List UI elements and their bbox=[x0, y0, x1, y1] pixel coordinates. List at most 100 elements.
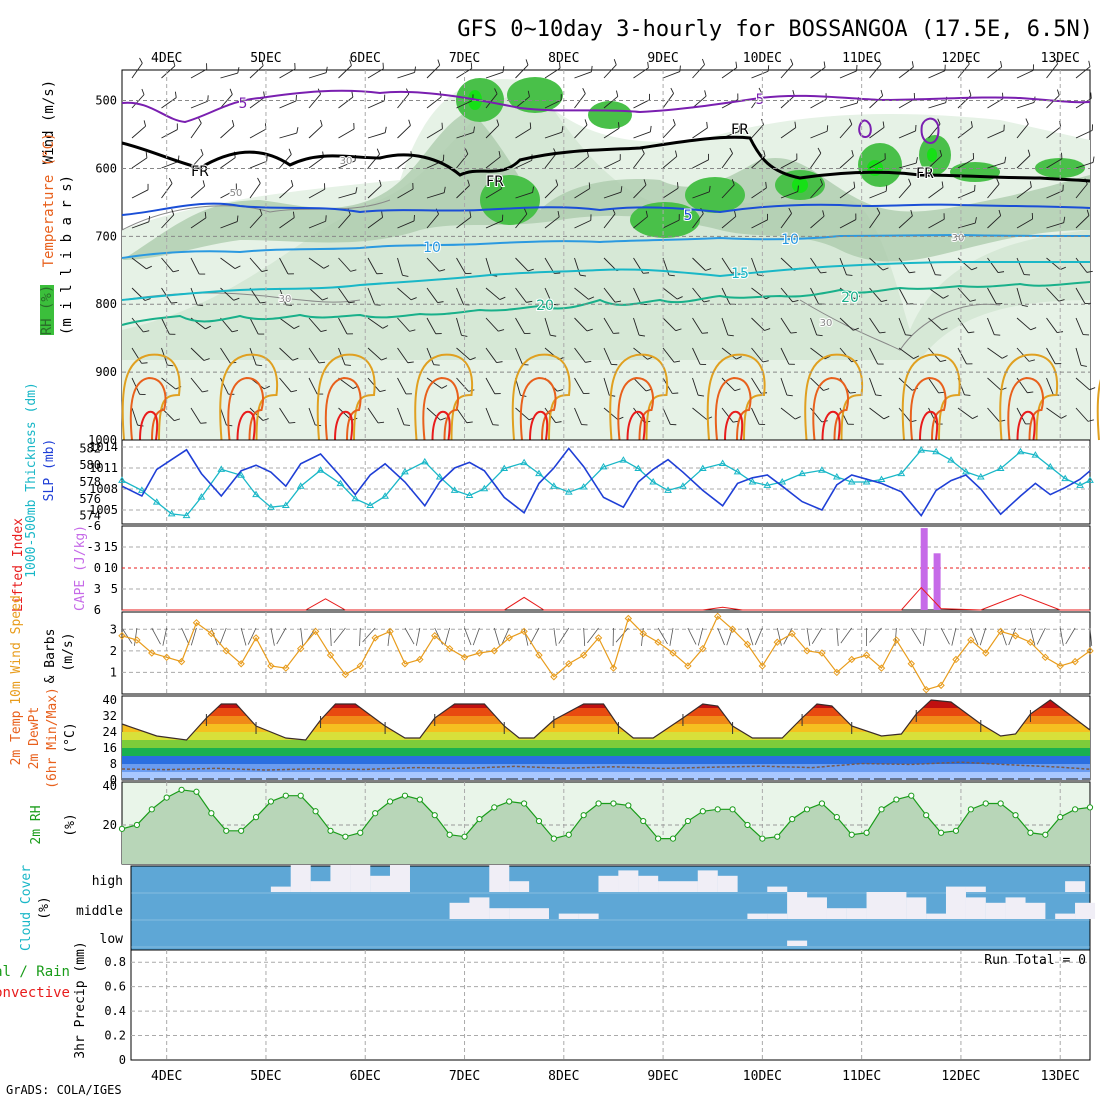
wind-barb-flag bbox=[381, 357, 388, 361]
temperature-contour bbox=[858, 119, 872, 138]
wind10m-axis-title-2: & Barbs bbox=[43, 629, 58, 684]
wind-barb-shaft bbox=[633, 216, 648, 229]
thickness-point bbox=[500, 464, 509, 472]
wind-speed-point bbox=[177, 657, 186, 666]
wind-barb-flag bbox=[905, 334, 912, 336]
wind-barb-flag bbox=[615, 90, 619, 97]
wind-barb-flag bbox=[139, 57, 143, 64]
wind-barb-flag bbox=[293, 325, 300, 329]
temperature-band bbox=[122, 732, 1090, 740]
rh-high-region bbox=[950, 162, 1000, 182]
wind-barb-flag bbox=[1000, 60, 1003, 68]
rh2m-axis: 40 20 bbox=[103, 779, 117, 832]
thickness-point bbox=[1086, 476, 1094, 483]
rh-point bbox=[178, 786, 185, 793]
rh-point bbox=[357, 829, 364, 836]
wind-barb-flag bbox=[854, 295, 861, 299]
y-tick-label: 20 bbox=[103, 818, 117, 832]
wind-barb-shaft bbox=[574, 287, 589, 300]
wind10m-grid bbox=[122, 612, 1090, 694]
wind-barb-shaft bbox=[810, 377, 824, 391]
wind-barb-shaft bbox=[515, 192, 533, 199]
wind-barb-flag bbox=[408, 119, 411, 126]
wind-barb-shaft bbox=[662, 156, 678, 169]
rh-axis-title: RH (%) bbox=[39, 285, 55, 336]
wind-barb-flag bbox=[473, 126, 475, 133]
wind-barb-flag bbox=[1086, 209, 1090, 216]
wind-barb-shaft bbox=[1016, 123, 1029, 139]
wind-barb-flag bbox=[523, 208, 528, 215]
wind-barb-shaft bbox=[574, 317, 588, 332]
wind-barb-flag bbox=[167, 364, 174, 367]
wind-barb-flag bbox=[731, 179, 735, 185]
wind-speed-point bbox=[460, 653, 469, 662]
thickness-point bbox=[1046, 462, 1055, 470]
wind-barb-shaft bbox=[308, 317, 322, 332]
wind-barb-flag bbox=[880, 89, 884, 96]
wind-barb-flag bbox=[731, 272, 738, 274]
contour-label: 20 bbox=[841, 290, 859, 306]
wind-barb-shaft bbox=[928, 377, 939, 394]
contour-label: 5 bbox=[239, 96, 248, 112]
wind-barb-flag bbox=[320, 119, 323, 126]
wind-barb-shaft bbox=[485, 347, 497, 363]
wind-barb-shaft bbox=[839, 317, 854, 331]
wind-barb-flag bbox=[174, 91, 177, 98]
cloud-cover-bar bbox=[787, 892, 808, 919]
wind-barb-shaft bbox=[928, 70, 946, 79]
wind-barb-shaft bbox=[574, 377, 584, 394]
cloud-cover-bar bbox=[370, 875, 391, 892]
cloud-cover-bar bbox=[509, 881, 530, 892]
wind-barb-shaft bbox=[780, 347, 790, 365]
precip-panel: 0.8 0.6 0.4 0.2 0 Run Total = 0 bbox=[104, 949, 1091, 1067]
rh-point bbox=[1027, 829, 1034, 836]
wind-barb-shaft bbox=[1046, 158, 1063, 169]
wind-barb-shaft bbox=[898, 66, 914, 79]
wind-barb-flag bbox=[171, 302, 178, 304]
y-tick-label: 15 bbox=[104, 540, 118, 554]
y-tick-label: 0.6 bbox=[104, 980, 126, 994]
contour-label: 20 bbox=[536, 298, 554, 314]
wind-speed-point bbox=[133, 636, 141, 644]
wind-barb-shaft bbox=[839, 187, 856, 199]
temp2m-axis-title-4: (°C) bbox=[63, 722, 78, 753]
wind-barb-shaft bbox=[780, 257, 795, 271]
x-tick-label-top: 6DEC bbox=[350, 51, 381, 66]
temp2m-axis-title-2: 2m DewPt bbox=[27, 707, 42, 770]
wind-barb-shaft bbox=[456, 347, 471, 361]
cloud-cover-bar bbox=[866, 892, 887, 919]
wind-barb-shaft bbox=[1046, 347, 1056, 364]
wind-barb-flag bbox=[935, 274, 942, 276]
wind-barb-flag bbox=[144, 298, 151, 301]
wind-barb-shaft bbox=[485, 317, 499, 332]
wind-barb-shaft bbox=[839, 219, 857, 229]
y-tick-label: 8 bbox=[110, 757, 117, 771]
wind-barb-shaft bbox=[308, 257, 325, 269]
wind-barb-shaft bbox=[780, 407, 796, 420]
thickness-point bbox=[480, 484, 489, 492]
thickness-point bbox=[599, 462, 608, 470]
wind-barb-shaft bbox=[544, 153, 557, 169]
surface-wind-barb bbox=[415, 627, 421, 646]
wind-barb-shaft bbox=[161, 129, 178, 139]
rh-high-region bbox=[480, 175, 540, 225]
wind-barb-flag bbox=[819, 178, 823, 185]
rh-point bbox=[878, 806, 885, 813]
wind-barb-flag bbox=[966, 58, 970, 65]
rh-point bbox=[729, 806, 736, 813]
rh-point bbox=[610, 800, 617, 807]
wind-barb-flag bbox=[823, 61, 826, 68]
thickness-point bbox=[947, 456, 955, 463]
x-tick-label-top: 8DEC bbox=[548, 51, 579, 66]
cloud-cover-bar bbox=[846, 908, 867, 919]
wind-barb-shaft bbox=[279, 217, 295, 229]
wind-barb-shaft bbox=[190, 377, 203, 393]
cloud-cover-bar bbox=[945, 886, 966, 892]
wind-barb-flag bbox=[697, 394, 705, 397]
wind-barb-shaft bbox=[308, 407, 316, 426]
wind-barb-shaft bbox=[397, 125, 411, 139]
surface-wind-barb bbox=[776, 627, 782, 646]
rh-point bbox=[312, 808, 319, 815]
y-tick-label: 1008 bbox=[89, 482, 118, 496]
